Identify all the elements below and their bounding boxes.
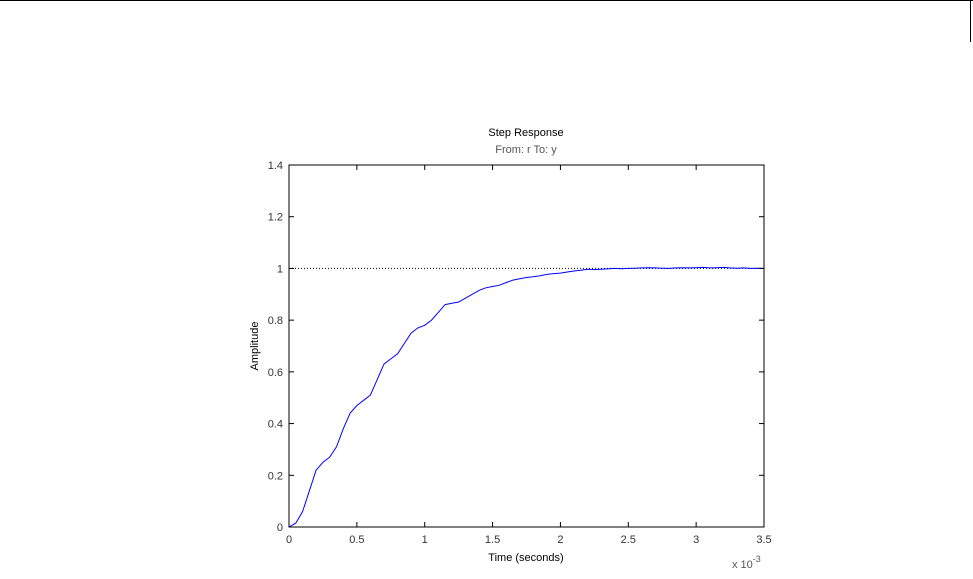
series-group [288,266,765,528]
y-tick-label: 1 [277,263,283,275]
window-top-border [0,0,973,1]
y-tick-label: 0.4 [268,419,283,431]
x-axis-exponent: x 10-3 [732,554,761,571]
x-axis-exponent-power: -3 [753,554,761,564]
y-tick-label: 0.6 [268,367,283,379]
y-tick-label: 1.4 [268,160,283,172]
plot-area [288,164,765,528]
chart-title: Step Response [488,127,563,139]
x-axis-ticks: 0 0.5 1 1.5 2 2.5 3 3.5 [286,165,772,546]
y-axis-label: Amplitude [249,322,261,371]
x-tick-label: 1 [422,534,428,546]
window-right-border [970,0,971,42]
x-axis-exponent-base: x 10 [732,559,753,571]
x-tick-label: 0.5 [349,534,364,546]
x-tick-label: 0 [286,534,292,546]
y-tick-label: 0.8 [268,315,283,327]
y-tick-label: 0 [277,522,283,534]
x-tick-label: 3.5 [756,534,771,546]
y-tick-label: 0.2 [268,470,283,482]
step-response-series-line [288,266,765,528]
chart-subtitle: From: r To: y [495,144,557,156]
x-tick-label: 1.5 [485,534,500,546]
x-tick-label: 2 [557,534,563,546]
x-axis-label: Time (seconds) [488,552,563,564]
y-axis-ticks: 0 0.2 0.4 0.6 0.8 1 1.2 1.4 [268,160,764,534]
x-tick-label: 2.5 [621,534,636,546]
x-tick-label: 3 [693,534,699,546]
y-tick-label: 1.2 [268,212,283,224]
